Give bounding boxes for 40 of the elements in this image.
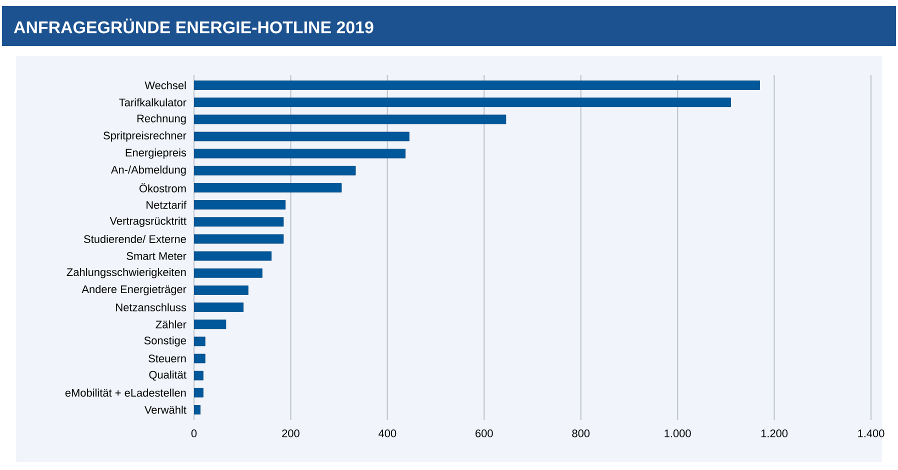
x-tick-label: 1.200 [761, 430, 788, 438]
y-tick-label: Rechnung [137, 114, 186, 125]
y-tick-label: Zahlungsschwierigkeiten [66, 268, 186, 278]
y-tick-label: Energiepreis [126, 148, 186, 159]
bar [194, 217, 284, 227]
bar [194, 80, 760, 90]
y-tick-label: Verwählt [144, 406, 186, 414]
bar [194, 302, 244, 312]
x-tick-label: 1.000 [664, 430, 691, 438]
y-tick-label: Steuern [148, 354, 186, 362]
y-tick-label: Qualität [149, 370, 186, 381]
y-tick-label: Smart Meter [126, 252, 186, 260]
x-tick-label: 800 [572, 430, 590, 438]
y-tick-label: An-/Abmeldung [110, 166, 186, 176]
y-tick-label: Sonstige [144, 336, 186, 347]
bar [194, 320, 226, 330]
x-tick-label: 1.400 [858, 430, 884, 438]
bar [194, 286, 248, 295]
y-tick-label: Vertragsrücktritt [110, 216, 186, 227]
bar [194, 268, 262, 278]
y-tick-label: Spritpreisrechner [104, 131, 186, 142]
y-tick-label: Zähler [156, 320, 186, 328]
bar [194, 166, 356, 176]
bar [194, 114, 506, 124]
y-tick-label: eMobilität + eLadestellen [65, 388, 186, 397]
bar [194, 183, 342, 192]
y-tick-label: Tarifkalkulator [119, 98, 186, 106]
x-tick-label: 200 [282, 430, 300, 438]
y-tick-label: Andere Energieträger [82, 285, 186, 296]
x-tick-label: 400 [378, 430, 396, 438]
chart-title: ANFRAGEGRÜNDE ENERGIE-HOTLINE 2019 [14, 18, 374, 34]
bar [194, 200, 286, 210]
x-tick-label: 600 [476, 430, 493, 438]
bar [194, 98, 731, 108]
y-tick-label: Wechsel [144, 81, 186, 90]
y-tick-label: Studierende/ Externe [84, 234, 186, 243]
y-tick-label: Netzanschluss [116, 303, 186, 312]
x-tick-label: 0 [191, 430, 197, 438]
y-tick-label: Netztarif [146, 200, 187, 209]
y-tick-label: Ökostrom [140, 183, 186, 192]
